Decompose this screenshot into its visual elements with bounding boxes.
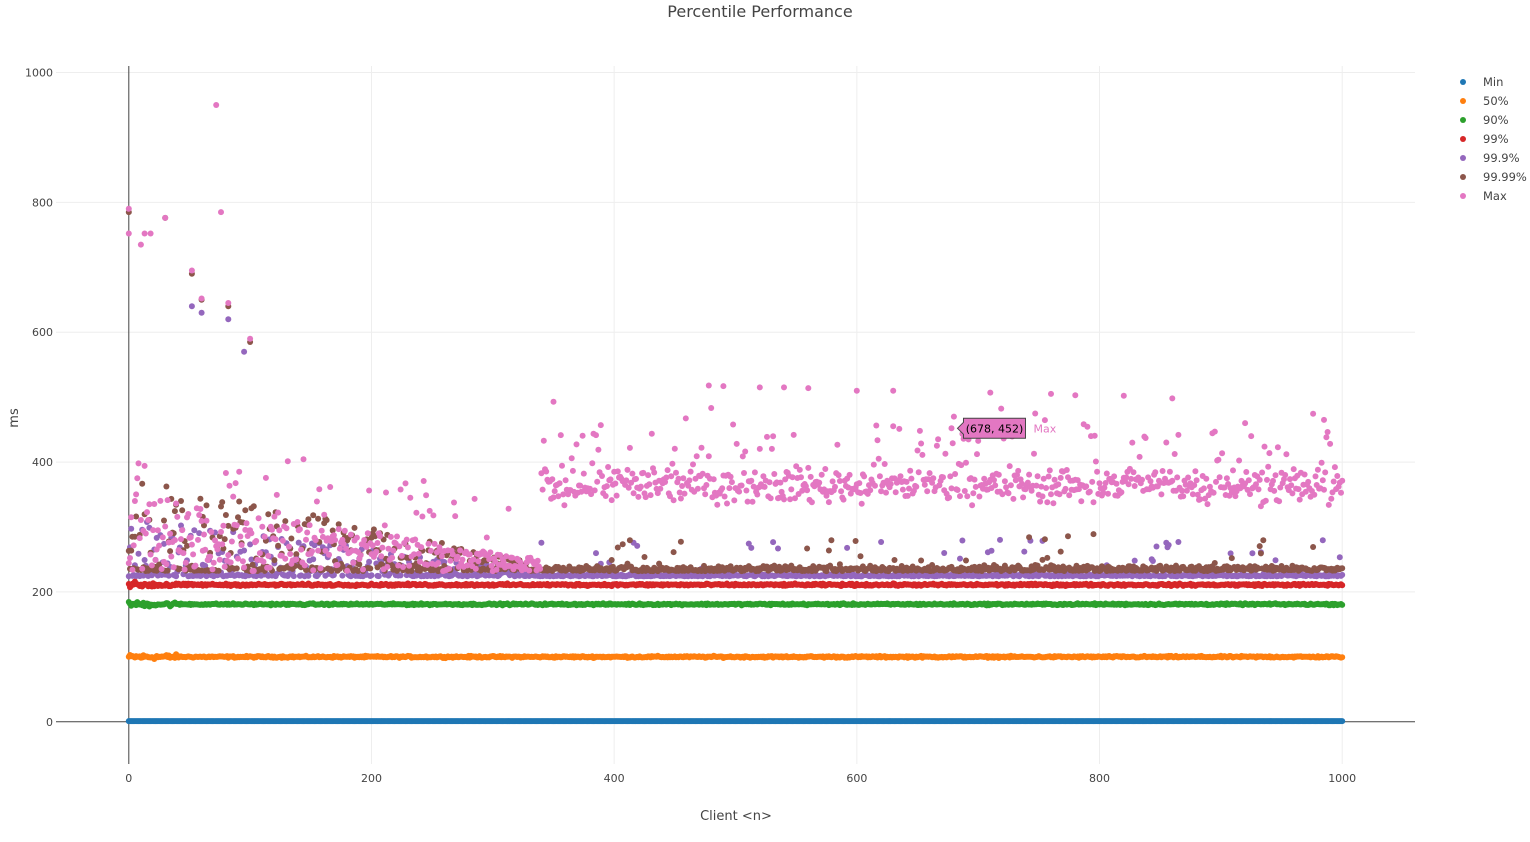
gridlines bbox=[56, 66, 1415, 764]
data-point[interactable] bbox=[1249, 550, 1256, 557]
data-point[interactable] bbox=[1149, 558, 1156, 564]
data-point[interactable] bbox=[241, 547, 248, 554]
data-point[interactable] bbox=[941, 550, 948, 556]
data-point[interactable] bbox=[141, 557, 148, 563]
data-point[interactable] bbox=[339, 572, 346, 579]
series-99-[interactable] bbox=[125, 578, 1346, 591]
data-point[interactable] bbox=[1131, 557, 1138, 564]
data-point[interactable] bbox=[878, 539, 885, 545]
data-point[interactable] bbox=[1165, 542, 1172, 548]
data-point[interactable] bbox=[844, 544, 851, 551]
data-point[interactable] bbox=[1339, 582, 1346, 589]
data-point[interactable] bbox=[135, 550, 142, 557]
data-point[interactable] bbox=[957, 555, 963, 562]
data-point[interactable] bbox=[290, 573, 297, 580]
data-point[interactable] bbox=[1339, 601, 1346, 608]
data-point[interactable] bbox=[375, 573, 382, 580]
series-min[interactable] bbox=[125, 718, 1346, 725]
data-point[interactable] bbox=[634, 542, 641, 549]
data-point[interactable] bbox=[997, 536, 1003, 543]
data-point[interactable] bbox=[1175, 539, 1182, 545]
data-points[interactable] bbox=[125, 102, 1346, 725]
series-50-[interactable] bbox=[125, 651, 1346, 662]
data-point[interactable] bbox=[1272, 557, 1279, 564]
series-90-[interactable] bbox=[125, 599, 1346, 610]
data-point[interactable] bbox=[988, 547, 995, 554]
data-point[interactable] bbox=[748, 544, 755, 551]
data-point[interactable] bbox=[366, 558, 373, 565]
data-point[interactable] bbox=[770, 539, 777, 546]
data-point[interactable] bbox=[775, 545, 781, 552]
chart-title: Percentile Performance bbox=[667, 2, 852, 21]
data-point[interactable] bbox=[593, 550, 599, 557]
data-point[interactable] bbox=[1339, 718, 1346, 725]
data-point[interactable] bbox=[538, 539, 545, 546]
data-point[interactable] bbox=[368, 572, 375, 579]
data-point[interactable] bbox=[1339, 654, 1346, 661]
data-point[interactable] bbox=[959, 537, 966, 544]
data-point[interactable] bbox=[310, 556, 317, 563]
data-point[interactable] bbox=[128, 525, 135, 532]
data-point[interactable] bbox=[1021, 548, 1028, 555]
data-point[interactable] bbox=[1153, 543, 1160, 550]
